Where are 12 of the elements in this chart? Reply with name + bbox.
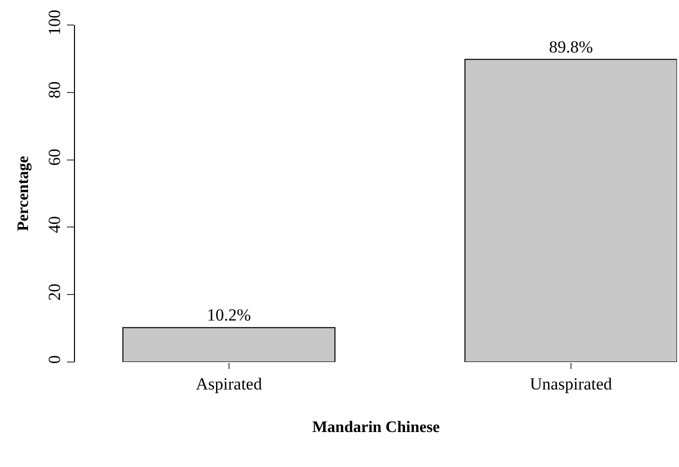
y-tick-label: 40 — [45, 216, 64, 234]
x-axis-title: Mandarin Chinese — [312, 419, 440, 436]
y-tick-label: 0 — [45, 355, 64, 364]
x-tick-label: Unaspirated — [530, 374, 613, 394]
x-tick-label: Aspirated — [196, 374, 262, 394]
y-axis-title: Percentage — [15, 156, 32, 232]
y-tick-label: 60 — [45, 148, 64, 166]
data-label: 10.2% — [206, 306, 251, 325]
data-label: 89.8% — [549, 37, 593, 56]
y-tick-label: 100 — [45, 10, 64, 36]
y-tick-label: 20 — [45, 284, 64, 301]
y-tick-label: 80 — [45, 81, 64, 98]
